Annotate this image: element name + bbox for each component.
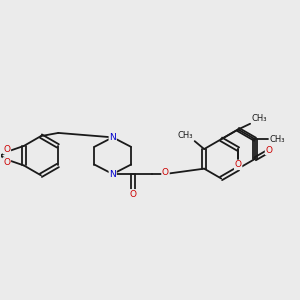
Text: CH₃: CH₃ [251,114,267,123]
Text: O: O [3,145,10,154]
Text: O: O [266,146,272,154]
Text: CH₃: CH₃ [178,131,194,140]
Text: N: N [109,133,116,142]
Text: CH₃: CH₃ [269,135,285,144]
Text: O: O [235,160,242,169]
Text: O: O [162,168,169,177]
Text: O: O [130,190,137,199]
Text: O: O [3,158,10,167]
Text: N: N [109,169,116,178]
